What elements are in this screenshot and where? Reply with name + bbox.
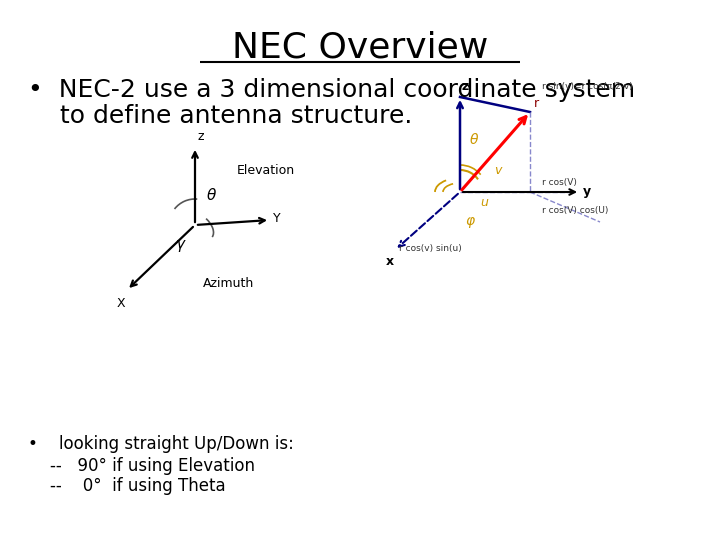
Text: r cos(V): r cos(V) [542, 178, 577, 186]
Text: x: x [386, 255, 394, 268]
Text: NEC Overview: NEC Overview [232, 30, 488, 64]
Text: Y: Y [273, 213, 281, 226]
Text: γ: γ [176, 238, 184, 253]
Text: •    looking straight Up/Down is:: • looking straight Up/Down is: [28, 435, 294, 453]
Text: Azimuth: Azimuth [203, 277, 254, 290]
Text: to define antenna structure.: to define antenna structure. [28, 104, 413, 128]
Text: θ: θ [207, 187, 217, 202]
Text: r sin(v)=r cos(π/2-v): r sin(v)=r cos(π/2-v) [542, 83, 633, 91]
Text: •  NEC-2 use a 3 dimensional coordinate system: • NEC-2 use a 3 dimensional coordinate s… [28, 78, 635, 102]
Text: X: X [117, 297, 125, 310]
Text: r: r [534, 97, 539, 110]
Text: u: u [480, 195, 488, 208]
Text: --   90° if using Elevation: -- 90° if using Elevation [50, 457, 255, 475]
Text: r cos(v) sin(u): r cos(v) sin(u) [399, 244, 462, 253]
Text: v: v [494, 164, 501, 177]
Text: z: z [462, 80, 469, 93]
Text: r cos(V) cos(U): r cos(V) cos(U) [542, 206, 608, 214]
Text: --    0°  if using Theta: -- 0° if using Theta [50, 477, 225, 495]
Text: Elevation: Elevation [237, 164, 295, 177]
Text: z: z [198, 130, 204, 143]
Text: y: y [583, 186, 591, 199]
Text: φ: φ [465, 214, 474, 228]
Text: θ: θ [470, 133, 479, 147]
